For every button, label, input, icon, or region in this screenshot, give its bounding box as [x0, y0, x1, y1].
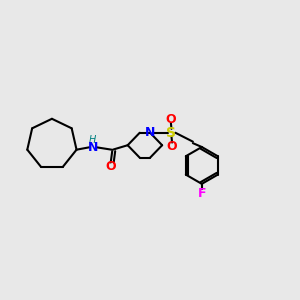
Text: S: S: [167, 126, 176, 140]
Text: F: F: [197, 187, 206, 200]
Text: N: N: [145, 126, 155, 139]
Text: O: O: [167, 140, 177, 153]
Text: O: O: [105, 160, 116, 172]
Text: O: O: [166, 113, 176, 126]
Text: H: H: [89, 135, 97, 145]
Text: N: N: [88, 141, 98, 154]
